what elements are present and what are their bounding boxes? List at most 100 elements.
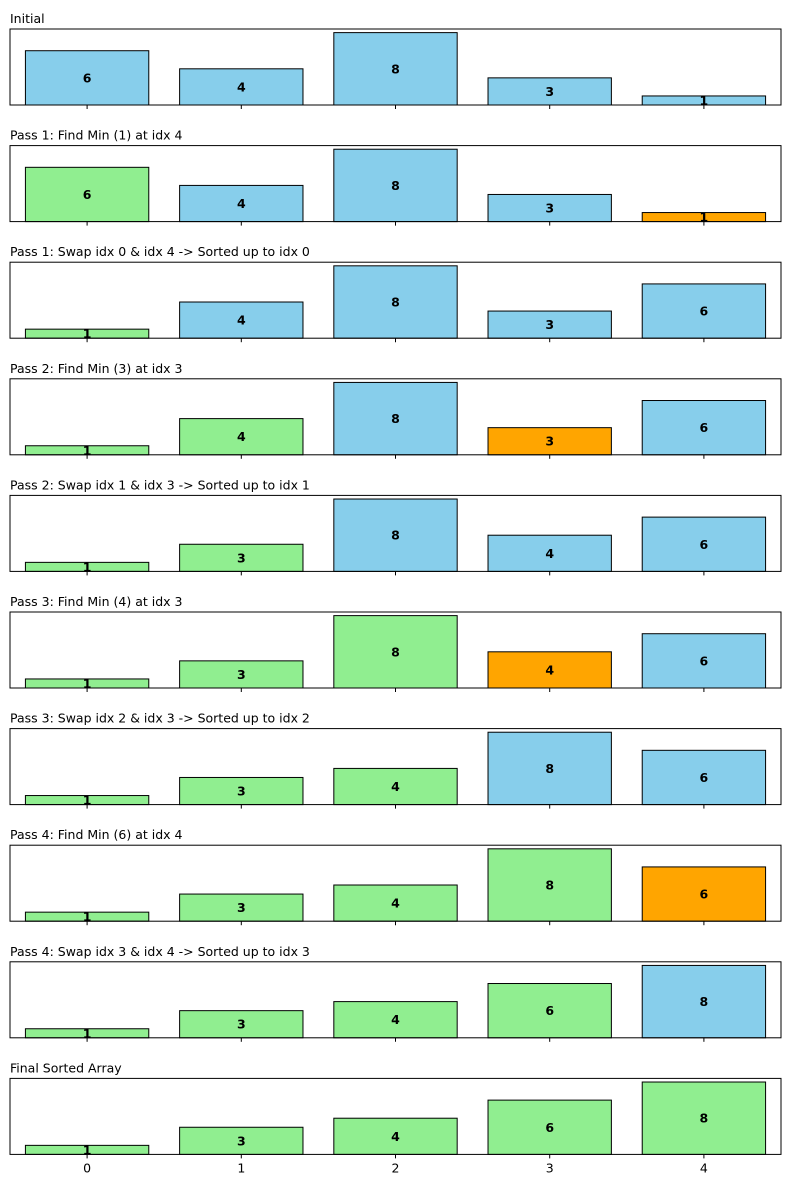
bar-value-label: 4: [237, 196, 246, 211]
bar-value-label: 8: [700, 994, 709, 1009]
bar-2: [333, 148, 458, 223]
bar-4: [641, 749, 767, 806]
bar-value-label: 8: [391, 411, 400, 426]
bar-1: [179, 1010, 304, 1039]
bar-4: [641, 400, 767, 456]
bar-2: [333, 32, 458, 106]
subplot-title: Pass 2: Swap idx 1 & idx 3 -> Sorted up …: [10, 477, 310, 492]
bar-value-label: 8: [391, 61, 400, 76]
bar-value-label: 6: [83, 70, 92, 85]
bar-value-label: 4: [237, 429, 246, 444]
bar-value-label: 8: [391, 178, 400, 193]
bar-value-label: 8: [545, 761, 554, 776]
x-tick-label: 4: [700, 1160, 708, 1175]
subplot-title: Initial: [10, 11, 45, 26]
bar-value-label: 4: [391, 779, 400, 794]
bar-2: [333, 265, 458, 339]
subplot-title: Pass 4: Find Min (6) at idx 4: [10, 827, 183, 842]
bar-4: [641, 1081, 767, 1155]
bar-value-label: 1: [83, 676, 92, 691]
bar-3: [487, 310, 612, 339]
bar-value-label: 1: [700, 210, 709, 225]
bar-value-label: 6: [700, 420, 709, 435]
bar-3: [487, 848, 612, 922]
bar-value-label: 3: [545, 84, 554, 99]
bar-value-label: 3: [545, 201, 554, 216]
bar-value-label: 3: [237, 550, 246, 565]
bar-value-label: 6: [700, 653, 709, 668]
subplot-title: Final Sorted Array: [10, 1060, 122, 1075]
bar-value-label: 6: [700, 770, 709, 785]
subplot-8: Pass 4: Swap idx 3 & idx 4 -> Sorted up …: [9, 944, 782, 1042]
subplot-2: Pass 1: Swap idx 0 & idx 4 -> Sorted up …: [9, 244, 782, 343]
bar-value-label: 6: [545, 1003, 554, 1018]
bar-4: [641, 633, 767, 689]
x-tick-label: 0: [83, 1160, 91, 1175]
bar-value-label: 1: [83, 793, 92, 808]
bar-3: [487, 534, 612, 572]
subplot-title: Pass 1: Swap idx 0 & idx 4 -> Sorted up …: [10, 244, 310, 259]
bar-value-label: 1: [83, 443, 92, 458]
subplot-title: Pass 3: Swap idx 2 & idx 3 -> Sorted up …: [10, 711, 310, 726]
bar-value-label: 3: [545, 317, 554, 332]
bar-value-label: 1: [83, 1026, 92, 1041]
subplot-4: Pass 2: Swap idx 1 & idx 3 -> Sorted up …: [9, 477, 782, 576]
bar-value-label: 1: [83, 559, 92, 574]
bar-value-label: 6: [700, 537, 709, 552]
bar-3: [487, 77, 612, 106]
bar-1: [179, 418, 304, 456]
bar-value-label: 8: [545, 878, 554, 893]
bar-value-label: 6: [700, 887, 709, 902]
bar-value-label: 6: [700, 304, 709, 319]
bar-3: [487, 651, 612, 689]
bar-value-label: 3: [545, 434, 554, 449]
bar-value-label: 3: [237, 1017, 246, 1032]
bar-1: [179, 184, 304, 223]
bar-value-label: 1: [83, 1142, 92, 1157]
bar-1: [179, 660, 304, 689]
bar-value-label: 4: [391, 1129, 400, 1144]
bar-3: [487, 983, 612, 1039]
bar-value-label: 4: [545, 662, 554, 677]
bar-0: [24, 50, 150, 106]
subplot-6: Pass 3: Swap idx 2 & idx 3 -> Sorted up …: [9, 711, 782, 809]
bar-value-label: 1: [700, 93, 709, 108]
bar-1: [179, 776, 304, 806]
subplot-title: Pass 1: Find Min (1) at idx 4: [10, 128, 183, 143]
bar-2: [333, 1117, 458, 1155]
subplot-3: Pass 2: Find Min (3) at idx 3 1 4 8 3 6: [9, 361, 782, 459]
subplot-5: Pass 3: Find Min (4) at idx 3 1 3 8 4 6: [9, 594, 782, 692]
subplot-title: Pass 4: Swap idx 3 & idx 4 -> Sorted up …: [10, 944, 310, 959]
x-tick-label: 3: [546, 1160, 554, 1175]
bar-3: [487, 193, 612, 223]
bar-4: [641, 516, 767, 572]
bar-3: [487, 731, 612, 806]
bar-value-label: 6: [545, 1120, 554, 1135]
bar-value-label: 3: [237, 900, 246, 915]
bar-value-label: 8: [391, 295, 400, 310]
bar-value-label: 4: [391, 1012, 400, 1027]
bar-value-label: 6: [83, 187, 92, 202]
bar-2: [333, 498, 458, 572]
bar-value-label: 8: [700, 1111, 709, 1126]
x-tick-label: 2: [392, 1160, 400, 1175]
bar-value-label: 1: [83, 326, 92, 341]
subplot-9: Final Sorted Array 1 3 4 6 8 0 1 2 3 4: [9, 1060, 782, 1175]
subplot-title: Pass 3: Find Min (4) at idx 3: [10, 594, 182, 609]
bar-2: [333, 615, 458, 689]
bar-4: [641, 283, 767, 339]
subplot-7: Pass 4: Find Min (6) at idx 4 1 3 4 8 6: [9, 827, 782, 926]
bar-value-label: 1: [83, 909, 92, 924]
bar-value-label: 4: [237, 79, 246, 94]
x-tick-label: 1: [237, 1160, 245, 1175]
bar-1: [179, 68, 304, 106]
bar-4: [641, 866, 767, 922]
bar-value-label: 3: [237, 1133, 246, 1148]
bar-value-label: 8: [391, 528, 400, 543]
bar-value-label: 8: [391, 644, 400, 659]
bar-value-label: 3: [237, 667, 246, 682]
bar-2: [333, 1001, 458, 1039]
bar-0: [24, 166, 150, 223]
